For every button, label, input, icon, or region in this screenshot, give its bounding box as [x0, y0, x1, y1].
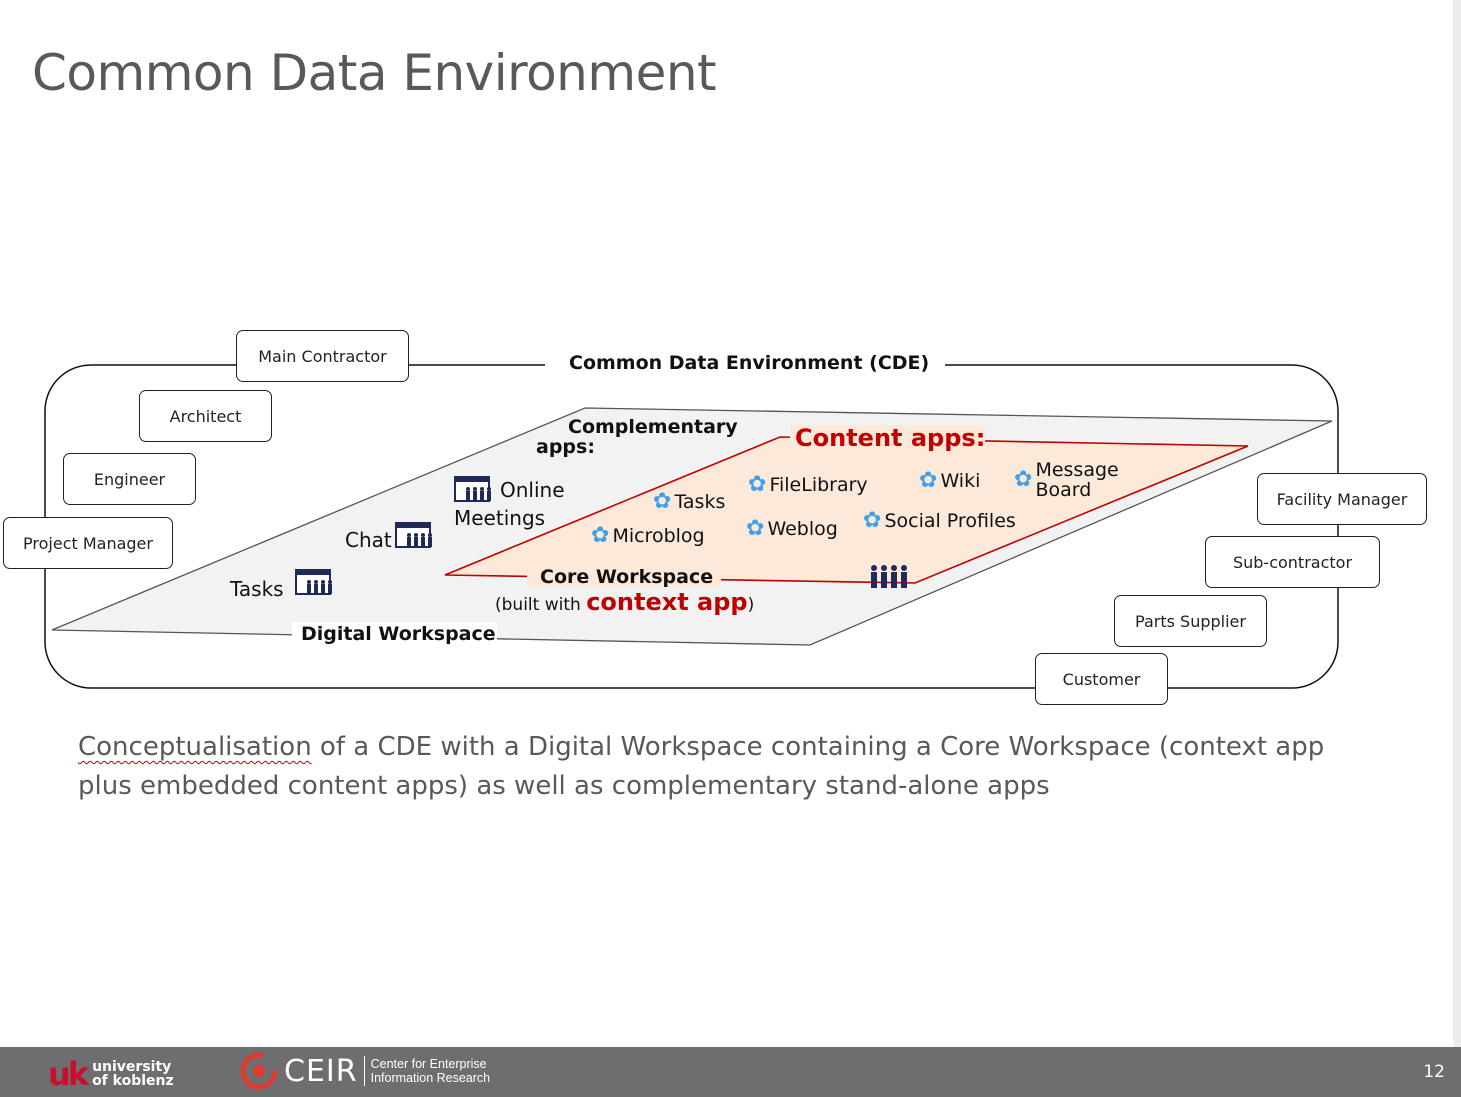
role-architect: Architect [139, 390, 272, 442]
online-meetings-label-line1: Online [500, 478, 565, 502]
ceir-word: CEIR [284, 1053, 358, 1089]
ceir-subtitle: Center for Enterprise Information Researc… [370, 1057, 491, 1085]
gear-icon: ✿ [919, 468, 938, 493]
content-apps-label: Content apps: [795, 424, 986, 452]
footer-bar: uk university of koblenz CEIR Center for … [0, 1047, 1461, 1097]
gear-icon: ✿ [746, 516, 765, 541]
chat-icon [395, 522, 432, 548]
uk-mark: uk [48, 1055, 89, 1093]
content-app-message-board: ✿ Message Board [1014, 460, 1119, 500]
scrollbar[interactable] [1453, 0, 1461, 1047]
role-parts-supplier: Parts Supplier [1114, 595, 1267, 647]
role-main-contractor: Main Contractor [236, 330, 409, 382]
content-app-weblog: ✿ Weblog [746, 516, 838, 541]
gear-icon: ✿ [591, 523, 610, 548]
online-meetings-label-line2: Meetings [454, 506, 546, 530]
gear-icon: ✿ [653, 489, 672, 514]
content-apps-label-gap [790, 425, 985, 451]
core-label-gap [527, 567, 721, 587]
university-logo: uk university of koblenz [48, 1055, 174, 1093]
gear-icon: ✿ [1014, 467, 1033, 492]
uk-text: university of koblenz [92, 1059, 174, 1089]
caption-line1: of a CDE with a Digital Workspace contai… [311, 732, 1325, 762]
ceir-logo: CEIR Center for Enterprise Information Re… [240, 1052, 490, 1090]
context-app-label: context app [586, 588, 748, 616]
ceir-divider [363, 1056, 365, 1086]
caption: Conceptualisation of a CDE with a Digita… [78, 728, 1378, 806]
role-project-manager: Project Manager [3, 517, 173, 569]
content-app-filelibrary: ✿ FileLibrary [748, 472, 868, 497]
cde-label: Common Data Environment (CDE) [569, 352, 930, 374]
slide-title: Common Data Environment [32, 44, 717, 102]
content-app-microblog: ✿ Microblog [591, 523, 705, 548]
caption-line2: plus embedded content apps) as well as c… [78, 771, 1050, 801]
chat-label: Chat [345, 528, 392, 552]
message-board-line1: Message [1035, 459, 1119, 481]
digital-workspace-label: Digital Workspace [301, 623, 496, 645]
complementary-label-line2: apps: [536, 436, 595, 458]
people-group-icon [871, 565, 907, 588]
core-built-with: (built with context app) [495, 588, 755, 616]
role-customer: Customer [1035, 653, 1168, 705]
complementary-label-line1: Complementary [568, 416, 738, 438]
cde-diagram [44, 355, 1339, 689]
tasks-window-icon [295, 569, 332, 595]
digital-workspace-label-gap [292, 622, 497, 644]
content-app-wiki: ✿ Wiki [919, 468, 981, 493]
core-workspace-shape [444, 436, 1249, 584]
message-board-line2: Board [1035, 479, 1092, 501]
cde-label-gap [545, 355, 945, 375]
content-app-tasks: ✿ Tasks [653, 489, 726, 514]
core-workspace-label: Core Workspace [540, 566, 714, 588]
role-engineer: Engineer [63, 453, 196, 505]
role-sub-contractor: Sub-contractor [1205, 536, 1380, 588]
gear-icon: ✿ [748, 472, 767, 497]
page-number: 12 [1423, 1062, 1445, 1082]
gear-icon: ✿ [863, 508, 882, 533]
ceir-icon [240, 1052, 278, 1090]
caption-underlined-word: Conceptualisation [78, 732, 312, 762]
content-app-social-profiles: ✿ Social Profiles [863, 508, 1016, 533]
tasks-complementary-label: Tasks [230, 577, 284, 601]
role-facility-manager: Facility Manager [1257, 473, 1427, 525]
online-meetings-icon [454, 476, 491, 502]
